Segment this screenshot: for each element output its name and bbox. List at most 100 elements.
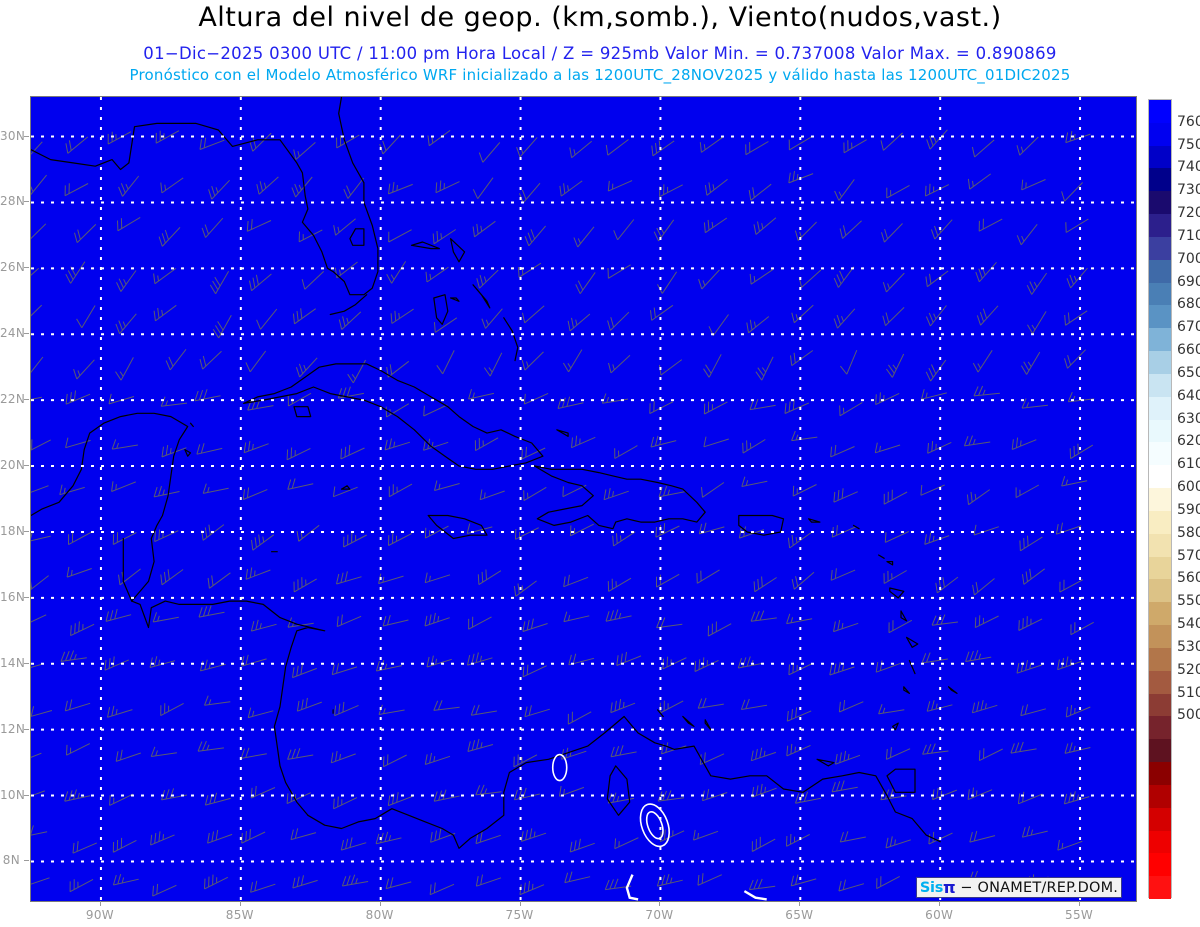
wind-barb (1016, 136, 1039, 156)
wind-barb (969, 830, 996, 843)
colorbar-band (1149, 830, 1171, 854)
wind-barb (256, 308, 278, 330)
wind-barb (787, 532, 812, 549)
wind-barb (1055, 522, 1082, 535)
wind-barb (1021, 179, 1046, 191)
wind-barb (513, 754, 538, 768)
wind-barb (385, 877, 412, 890)
wind-barb (704, 179, 728, 196)
wind-barb (378, 573, 404, 585)
wind-barb (786, 613, 813, 625)
colorbar-band (1149, 282, 1171, 306)
wind-barb (65, 136, 89, 154)
wind-barb (1064, 349, 1086, 369)
colorbar-tick-label: 600 (1177, 479, 1200, 496)
colorbar-band (1149, 693, 1171, 717)
colorbar-tick-label: 720 (1177, 205, 1200, 222)
wind-barb (1017, 791, 1043, 805)
colorbar-tick-label: 500 (1177, 707, 1200, 724)
wind-barb (571, 435, 596, 449)
wind-barb (390, 308, 414, 324)
coastline (886, 768, 916, 793)
wind-barb (208, 179, 230, 200)
coastline (704, 719, 712, 731)
coastline (533, 465, 706, 530)
coastline (623, 715, 941, 843)
wind-barb (559, 180, 583, 197)
colorbar-tick-label: 700 (1177, 250, 1200, 267)
wind-barb (839, 831, 866, 843)
colorbar-band (1149, 100, 1171, 123)
y-axis-tick (24, 662, 29, 664)
wind-barb (154, 529, 179, 543)
y-axis-label: 30N (0, 128, 26, 143)
y-axis-tick (24, 135, 29, 137)
wind-barb (334, 261, 358, 279)
colorbar-band (1149, 259, 1171, 283)
wind-barb (31, 223, 47, 240)
wind-barb (150, 746, 177, 757)
wind-barb (468, 616, 492, 630)
wind-barb (972, 578, 995, 596)
wind-barb (425, 266, 449, 283)
wind-barb (385, 403, 410, 418)
wind-barb (922, 743, 949, 755)
coastline (410, 241, 440, 250)
wind-barb (753, 217, 777, 235)
wind-barb (1059, 579, 1084, 593)
wind-barb (76, 305, 96, 329)
y-axis-label: 16N (0, 589, 26, 604)
gridline-layer (31, 97, 1136, 901)
coastline (433, 294, 449, 325)
y-axis-label: 20N (0, 458, 26, 473)
wind-barb (331, 663, 358, 676)
wind-barb (295, 357, 318, 378)
wind-barb (798, 269, 822, 288)
wind-barb (791, 571, 815, 590)
wind-barb (65, 261, 86, 284)
coastline (738, 514, 785, 536)
colorbar-tick-label: 530 (1177, 638, 1200, 655)
wind-barb (242, 487, 268, 500)
wind-barb (470, 704, 497, 716)
wind-barb (786, 743, 811, 757)
wind-barb (340, 444, 365, 460)
wind-barb (424, 612, 450, 627)
colorbar-tick-label: 740 (1177, 159, 1200, 176)
wind-barb (432, 229, 456, 245)
wind-barb (1021, 826, 1048, 838)
wind-barb (657, 271, 678, 294)
wind-barb (569, 838, 595, 853)
wind-barb (524, 705, 550, 718)
wind-barb (883, 570, 907, 584)
wind-barb (885, 353, 905, 378)
wind-barb (424, 525, 449, 539)
wind-barb (31, 439, 51, 451)
wind-barb (240, 747, 267, 759)
wind-barb (1020, 704, 1047, 717)
wind-barb (287, 748, 314, 760)
wind-barb (569, 523, 594, 537)
y-axis-label: 22N (0, 392, 26, 407)
wind-barb (73, 359, 95, 380)
wind-barb (165, 348, 187, 371)
colorbar-tick-label: 610 (1177, 456, 1200, 473)
wind-barb (657, 790, 685, 802)
colorbar-band (1149, 876, 1171, 899)
coastline (905, 636, 919, 648)
wind-barb (656, 873, 683, 887)
contour-layer (551, 753, 767, 901)
wind-barb (921, 652, 948, 664)
wind-barb (158, 227, 181, 247)
y-axis-tick (24, 465, 29, 467)
wind-barb (153, 485, 180, 498)
wind-barb (694, 657, 719, 672)
wind-barb (467, 738, 494, 752)
wind-barb (72, 841, 97, 854)
wind-barb (784, 399, 810, 414)
wind-barb (434, 480, 460, 491)
colorbar-tick-label: 670 (1177, 319, 1200, 336)
coastline (189, 422, 194, 428)
colorbar-band (1149, 510, 1171, 534)
wind-barb (963, 435, 991, 447)
